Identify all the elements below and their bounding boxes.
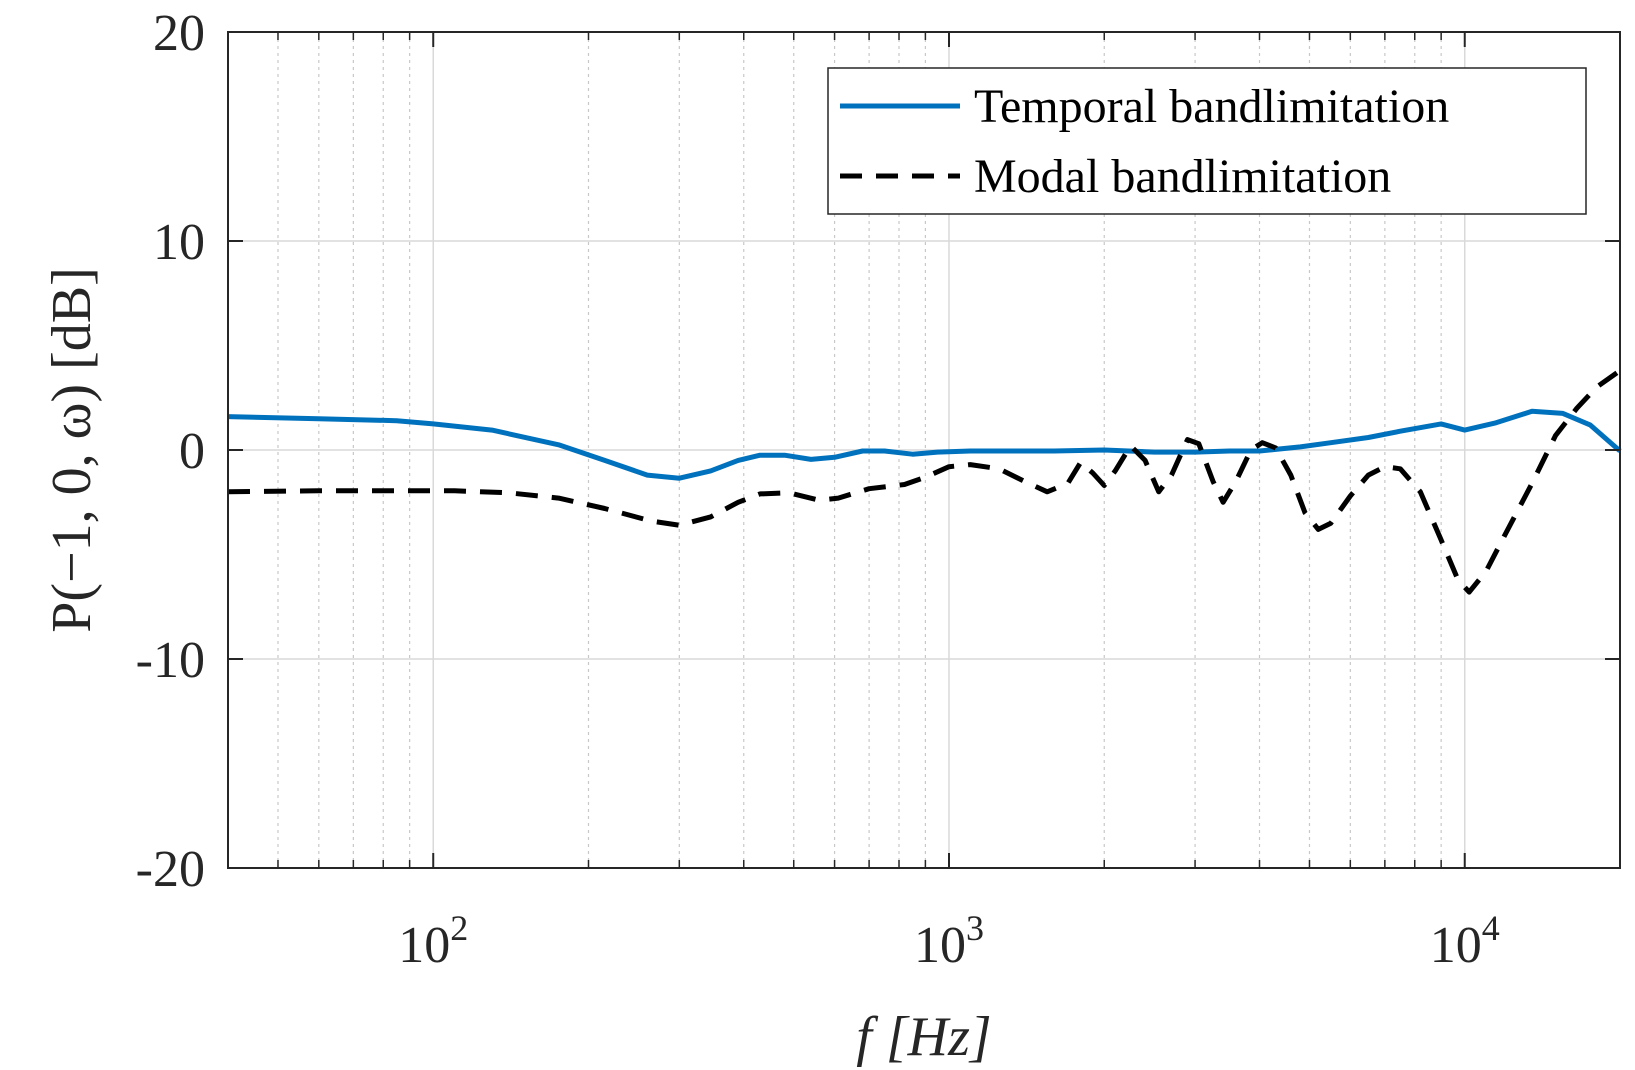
legend-label-temporal: Temporal bandlimitation (974, 80, 1449, 133)
x-axis-label: f [Hz] (856, 1006, 991, 1068)
y-tick-label: -10 (136, 632, 205, 689)
y-axis-label: P(−1, 0, ω) [dB] (41, 267, 103, 633)
y-tick-label: 0 (179, 423, 205, 480)
x-tick-labels: 102 103 104 (398, 908, 1500, 974)
series-line-temporal (227, 408, 1622, 481)
series-layer (227, 368, 1622, 595)
y-tick-labels: 20 10 0 -10 -20 (136, 5, 205, 898)
y-tick-label: 10 (153, 214, 205, 271)
series-line-modal (227, 368, 1622, 595)
legend-box (827, 67, 1587, 215)
x-tick-label: 103 (914, 908, 984, 974)
y-tick-label: -20 (136, 841, 205, 898)
tick-marks (227, 31, 1621, 869)
x-tick-label: 102 (398, 908, 468, 974)
legend-label-modal: Modal bandlimitation (974, 150, 1391, 203)
x-tick-label: 104 (1430, 908, 1500, 974)
legend: Temporal bandlimitation Modal bandlimita… (827, 67, 1587, 215)
y-tick-label: 20 (153, 5, 205, 62)
